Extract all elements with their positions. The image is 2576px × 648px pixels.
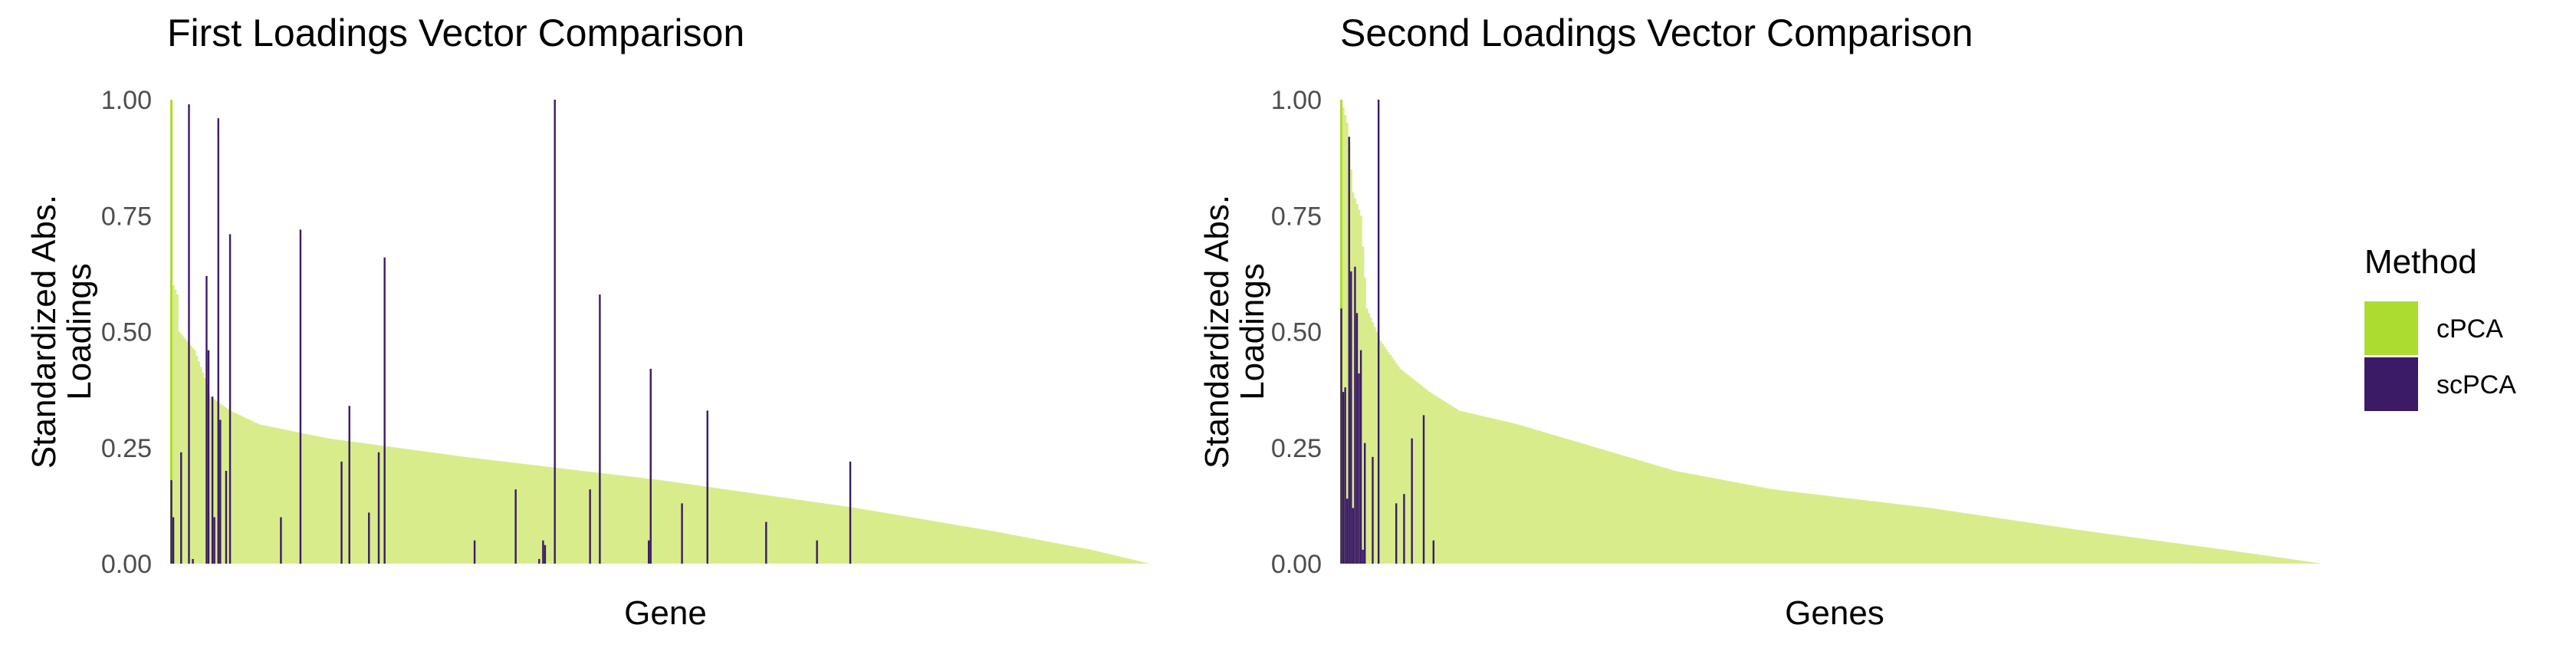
- scpca-bar: [589, 489, 590, 564]
- scpca-bar: [1395, 503, 1397, 564]
- y-tick-label: 0.00: [1271, 550, 1322, 579]
- scpca-bar: [340, 462, 342, 564]
- cpca-bar: [1146, 563, 1148, 564]
- legend-swatch-scpca: [2364, 357, 2418, 411]
- bar-layer: [170, 100, 1149, 564]
- scpca-bar: [212, 396, 213, 564]
- x-axis-label: Gene: [624, 594, 707, 632]
- scpca-bar: [219, 419, 221, 564]
- y-tick-label: 0.25: [1271, 434, 1322, 463]
- scpca-bar: [849, 462, 851, 564]
- y-tick-label: 1.00: [1271, 86, 1322, 115]
- scpca-bar: [599, 294, 600, 564]
- scpca-bar: [1349, 137, 1350, 564]
- scpca-bar: [1362, 550, 1363, 564]
- legend-label-cpca: cPCA: [2436, 314, 2503, 344]
- scpca-bar: [1360, 350, 1362, 564]
- scpca-bar: [300, 229, 301, 564]
- scpca-bar: [172, 518, 174, 564]
- scpca-bar: [1403, 494, 1405, 564]
- scpca-bar: [378, 452, 380, 564]
- scpca-bar: [1340, 308, 1342, 564]
- scpca-bar: [213, 518, 215, 564]
- scpca-bar: [170, 480, 172, 564]
- scpca-bar: [368, 512, 370, 564]
- y-axis-label: Standardized Abs.Loadings: [1198, 195, 1271, 469]
- scpca-bar: [180, 452, 182, 564]
- scpca-bar: [349, 406, 350, 564]
- scpca-bar: [1352, 508, 1354, 564]
- y-tick-label: 0.25: [101, 434, 152, 463]
- legend: Method cPCA scPCA: [2364, 243, 2516, 411]
- scpca-bar: [650, 369, 652, 564]
- chart-title: Second Loadings Vector Comparison: [1340, 12, 1973, 54]
- chart-title: First Loadings Vector Comparison: [167, 12, 744, 54]
- scpca-bar: [280, 518, 281, 564]
- panel-first-loadings: First Loadings Vector Comparison 0.00 0.2…: [25, 12, 1149, 632]
- scpca-bar: [1411, 439, 1412, 564]
- scpca-bar: [218, 118, 219, 564]
- scpca-bar: [1342, 392, 1344, 564]
- scpca-bar: [681, 503, 682, 564]
- y-tick-label: 0.00: [101, 550, 152, 579]
- scpca-bar: [1423, 415, 1424, 564]
- y-axis-ticks: 0.00 0.25 0.50 0.75 1.00: [1271, 86, 1322, 579]
- x-axis-label: Genes: [1785, 594, 1884, 632]
- scpca-bar: [225, 471, 227, 564]
- y-tick-label: 0.75: [101, 202, 152, 231]
- scpca-bar: [474, 541, 475, 564]
- scpca-bar: [816, 541, 817, 564]
- scpca-bar: [1356, 313, 1358, 564]
- scpca-bar: [1378, 100, 1379, 564]
- scpca-bar: [1372, 457, 1373, 564]
- y-tick-label: 0.75: [1271, 202, 1322, 231]
- scpca-bar: [1358, 373, 1359, 564]
- scpca-bar: [188, 104, 189, 564]
- y-axis-ticks: 0.00 0.25 0.50 0.75 1.00: [101, 86, 152, 579]
- scpca-bar: [205, 276, 207, 564]
- scpca-bar: [383, 258, 385, 564]
- scpca-bar: [544, 545, 546, 564]
- y-tick-label: 0.50: [1271, 318, 1322, 347]
- legend-title: Method: [2364, 243, 2477, 281]
- y-axis-label: Standardized Abs.Loadings: [25, 195, 98, 469]
- y-tick-label: 0.50: [101, 318, 152, 347]
- scpca-bar: [542, 541, 544, 564]
- scpca-bar: [1350, 271, 1352, 564]
- scpca-bar: [192, 559, 193, 564]
- scpca-bar: [229, 234, 231, 564]
- scpca-bar: [1354, 267, 1355, 564]
- legend-swatch-cpca: [2364, 301, 2418, 355]
- scpca-bar: [514, 489, 516, 564]
- scpca-bar: [1433, 541, 1434, 564]
- scpca-bar: [538, 559, 540, 564]
- legend-label-scpca: scPCA: [2436, 370, 2516, 400]
- panel-second-loadings: Second Loadings Vector Comparison 0.000.…: [1198, 12, 2322, 632]
- scpca-bar: [765, 522, 767, 564]
- scpca-bar: [1364, 443, 1365, 564]
- bar-layer: [1340, 100, 2322, 564]
- scpca-bar: [208, 350, 209, 564]
- scpca-bar: [554, 100, 555, 564]
- scpca-bar: [1346, 498, 1348, 564]
- y-tick-label: 1.00: [101, 86, 152, 115]
- scpca-bar: [648, 541, 649, 564]
- scpca-bar: [1344, 387, 1346, 564]
- scpca-bar: [707, 410, 708, 564]
